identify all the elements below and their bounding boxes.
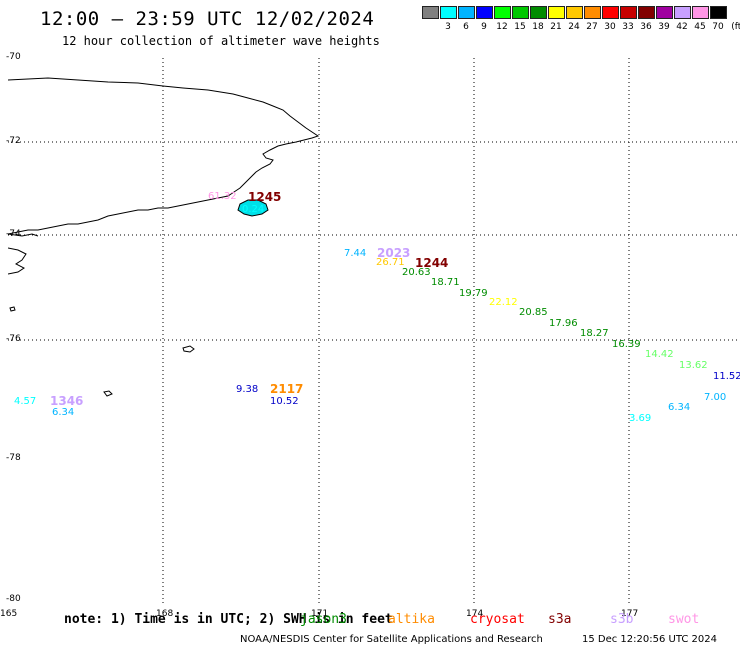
coastline <box>7 77 320 397</box>
legend-swatch <box>494 6 511 19</box>
coastline-inlet <box>7 233 39 237</box>
legend-label: 30 <box>604 22 616 32</box>
wave-height-value: 3.69 <box>629 413 652 424</box>
wave-height-value: 17.96 <box>549 318 578 329</box>
wave-height-value: 61.32 <box>208 191 237 202</box>
legend-swatch <box>638 6 655 19</box>
island-large <box>237 199 269 217</box>
wave-height-value: 20.63 <box>402 267 431 278</box>
legend-label: 18 <box>532 22 544 32</box>
wave-height-value: 4.57 <box>14 396 37 407</box>
legend-swatch <box>512 6 529 19</box>
lat-label-76: -76 <box>6 334 21 344</box>
legend-swatch <box>674 6 691 19</box>
legend-unit: (ft) <box>731 22 740 32</box>
wave-height-value: 26.71 <box>376 257 405 268</box>
satellite-altika: altika <box>388 612 435 627</box>
legend-label: 39 <box>658 22 670 32</box>
lat-label-80: -80 <box>6 594 21 604</box>
lat-label-72: -72 <box>6 136 21 146</box>
legend-label: 70 <box>712 22 724 32</box>
wave-height-value: 9.38 <box>236 384 259 395</box>
legend-label: 3 <box>445 22 451 32</box>
wave-height-value: 18.71 <box>431 277 460 288</box>
units-note: note: 1) Time is in UTC; 2) SWH is in fe… <box>64 612 393 627</box>
satellite-cryosat: cryosat <box>470 612 525 627</box>
legend-label: 33 <box>622 22 634 32</box>
legend-swatch <box>566 6 583 19</box>
pass-time-tag: 2023 <box>377 246 411 260</box>
legend-label: 9 <box>481 22 487 32</box>
legend-swatch <box>548 6 565 19</box>
island-small-2 <box>103 390 113 397</box>
satellite-s3b: s3b <box>610 612 634 627</box>
wave-height-value: 20.85 <box>519 307 548 318</box>
lat-label-70: -70 <box>6 52 21 62</box>
legend-label: 15 <box>514 22 526 32</box>
satellite-jason3: jason3 <box>300 612 347 627</box>
page-subtitle: 12 hour collection of altimeter wave hei… <box>62 34 380 48</box>
pass-time-tag: 1346 <box>50 394 84 408</box>
legend-label: 42 <box>676 22 688 32</box>
map-canvas <box>7 58 740 606</box>
coastline-main <box>7 77 320 235</box>
credit-line: NOAA/NESDIS Center for Satellite Applica… <box>240 634 543 645</box>
graticule <box>8 58 740 606</box>
legend-label: 12 <box>496 22 508 32</box>
wave-height-value: 19.79 <box>459 288 488 299</box>
legend-swatch <box>692 6 709 19</box>
legend-swatch <box>620 6 637 19</box>
wave-height-value: 11.52 <box>713 371 740 382</box>
legend-label: 6 <box>463 22 469 32</box>
legend-swatch <box>440 6 457 19</box>
page-title: 12:00 — 23:59 UTC 12/02/2024 <box>40 8 375 30</box>
wave-height-value: 13.62 <box>679 360 708 371</box>
wave-height-value: 22.12 <box>489 297 518 308</box>
island-small-3 <box>9 306 16 312</box>
lon-label-165: 165 <box>0 609 18 619</box>
wave-height-value: 14.42 <box>645 349 674 360</box>
lon-label-171: 171 <box>311 609 329 619</box>
legend-label: 45 <box>694 22 706 32</box>
legend-swatch <box>458 6 475 19</box>
satellite-s3a: s3a <box>548 612 572 627</box>
legend-label: 21 <box>550 22 562 32</box>
lon-label-177: 177 <box>621 609 639 619</box>
legend-label: 36 <box>640 22 652 32</box>
island-small-1 <box>182 345 195 353</box>
generated-timestamp: 15 Dec 12:20:56 UTC 2024 <box>582 634 717 645</box>
legend-label: 27 <box>586 22 598 32</box>
legend-label: 24 <box>568 22 580 32</box>
legend-swatch <box>710 6 727 19</box>
legend-swatch <box>656 6 673 19</box>
legend-swatch <box>422 6 439 19</box>
pass-time-tag: 2117 <box>270 382 304 396</box>
legend-swatch <box>476 6 493 19</box>
coastline-west <box>7 247 27 275</box>
lat-label-78: -78 <box>6 453 21 463</box>
wave-height-value: 7.00 <box>704 392 727 403</box>
wave-height-value: 6.34 <box>52 407 75 418</box>
legend-swatch <box>584 6 601 19</box>
lon-label-168: 168 <box>156 609 174 619</box>
lat-label-74: -74 <box>6 229 21 239</box>
wave-height-value: 0.24 <box>242 204 265 215</box>
pass-time-tag: 1245 <box>248 190 282 204</box>
wave-height-value: 10.52 <box>270 396 299 407</box>
wave-height-value: 16.39 <box>612 339 641 350</box>
map-frame <box>7 58 740 606</box>
legend-swatch <box>530 6 547 19</box>
wave-height-value: 6.34 <box>668 402 691 413</box>
satellite-swot: swot <box>668 612 700 627</box>
wave-height-value: 7.44 <box>344 248 367 259</box>
lon-label-174: 174 <box>466 609 484 619</box>
legend-swatch <box>602 6 619 19</box>
wave-height-value: 18.27 <box>580 328 609 339</box>
pass-time-tag: 1244 <box>415 256 449 270</box>
